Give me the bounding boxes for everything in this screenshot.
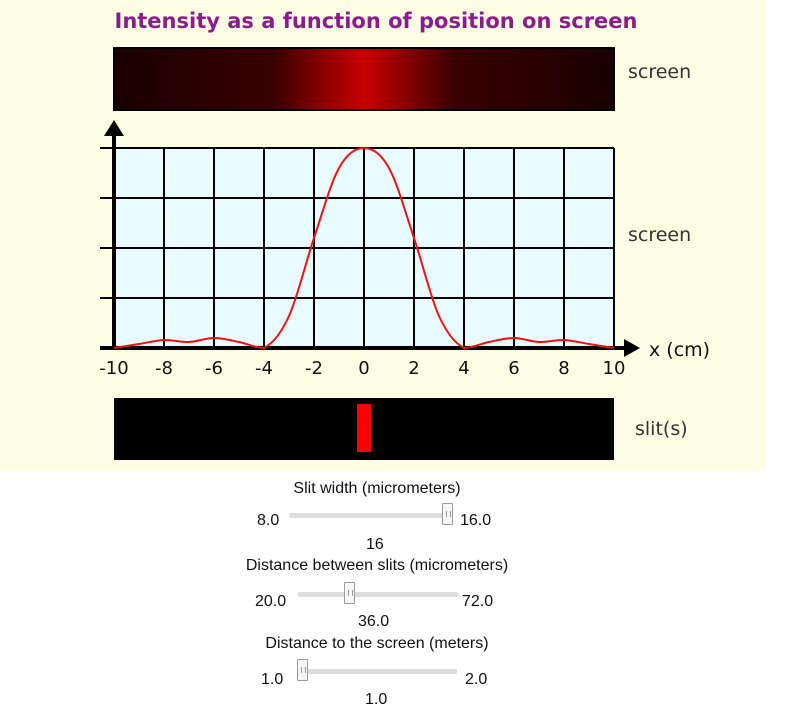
slit-width-label: Slit width (micrometers) <box>293 480 461 497</box>
slit-distance-value: 36.0 <box>358 613 390 630</box>
x-tick-label: 6 <box>508 358 519 379</box>
simulation-panel: Intensity as a function of position on s… <box>0 0 765 470</box>
simulation-canvas: Intensity as a function of position on s… <box>99 9 710 460</box>
slit-distance-min: 20.0 <box>255 593 287 610</box>
screen-distance-slider[interactable] <box>297 669 457 674</box>
screen-top-label: screen <box>628 61 691 83</box>
slit-width-slider[interactable] <box>289 513 453 518</box>
screen-graph-label: screen <box>628 224 691 246</box>
slit-distance-slider-thumb[interactable] <box>344 582 356 604</box>
x-tick-label: -8 <box>155 358 173 379</box>
slits-label: slit(s) <box>635 418 688 440</box>
slit-width-slider-thumb[interactable] <box>442 503 453 525</box>
x-tick-label: 8 <box>558 358 569 379</box>
x-tick-label: -10 <box>99 358 128 379</box>
x-tick-label: -4 <box>255 358 273 379</box>
slit-distance-max: 72.0 <box>462 593 494 610</box>
slit-width-min: 8.0 <box>257 512 280 529</box>
slit-width-value: 16 <box>366 536 384 553</box>
slit-distance-label: Distance between slits (micrometers) <box>245 557 509 574</box>
x-axis-label: x (cm) <box>649 339 710 361</box>
intensity-curve <box>113 146 615 350</box>
screen-distance-slider-thumb[interactable] <box>297 659 308 681</box>
x-tick-label: 0 <box>358 358 369 379</box>
screen-distance-min: 1.0 <box>261 671 284 688</box>
x-tick-label: -2 <box>305 358 323 379</box>
x-tick-label: 10 <box>603 358 626 379</box>
y-axis-arrow-icon <box>104 120 124 136</box>
chart-title: Intensity as a function of position on s… <box>115 9 638 33</box>
x-tick-labels: -10 -8 -6 -4 -2 0 2 4 6 8 10 <box>99 358 625 379</box>
slit-distance-slider[interactable] <box>298 592 458 597</box>
x-tick-label: -6 <box>205 358 223 379</box>
screen-distance-value: 1.0 <box>365 691 388 708</box>
screen-distance-max: 2.0 <box>465 671 488 688</box>
x-tick-label: 2 <box>408 358 419 379</box>
screen-intensity-bar <box>113 47 615 111</box>
slit-opening <box>357 404 371 452</box>
x-tick-label: 4 <box>458 358 469 379</box>
slit-width-max: 16.0 <box>460 512 492 529</box>
screen-distance-label: Distance to the screen (meters) <box>265 635 489 652</box>
x-axis-arrow-icon <box>624 339 640 357</box>
